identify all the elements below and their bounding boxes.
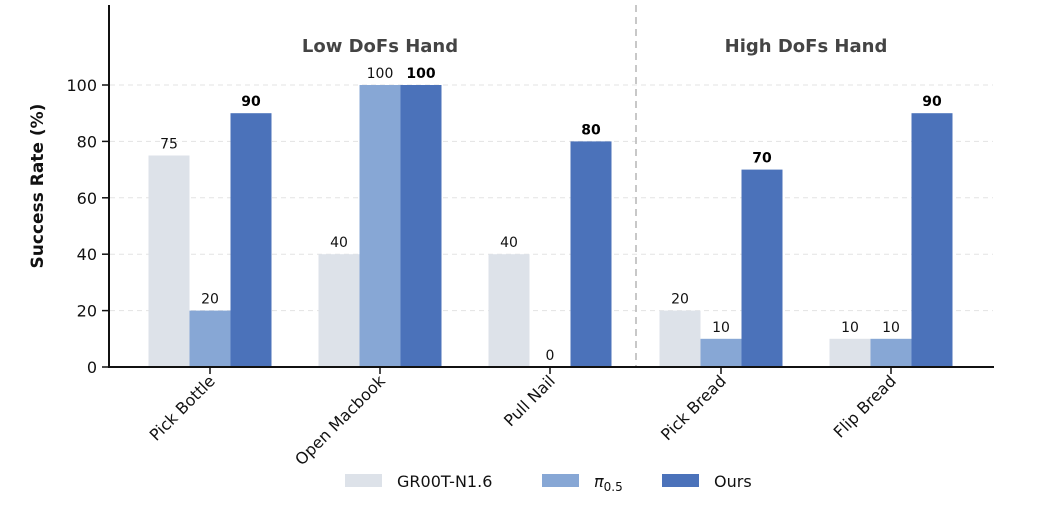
bar-gr00t-n1-6 xyxy=(148,155,190,367)
x-ticks: Pick Bottle Open Macbook Pull Nail Pick Bre… xyxy=(146,367,900,469)
group-title: High DoFs Hand xyxy=(725,36,888,57)
legend-item: Ours xyxy=(662,472,752,491)
value-label: 20 xyxy=(671,292,689,308)
y-tick-label: 100 xyxy=(66,76,97,95)
legend-swatch xyxy=(662,474,699,487)
bar-gr00t-n1-6 xyxy=(829,338,871,367)
group-title: Low DoFs Hand xyxy=(302,36,458,57)
x-tick-label: Pick Bottle xyxy=(146,371,219,444)
bar-ours xyxy=(911,113,953,367)
bar-ours xyxy=(741,169,783,367)
legend-label: GR00T-N1.6 xyxy=(397,472,492,491)
y-tick-label: 60 xyxy=(77,189,97,208)
value-label: 10 xyxy=(882,320,900,336)
bars xyxy=(148,85,953,367)
value-labels: 75 40 40 20 10 20 100 0 10 10 90 100 80 70 90 xyxy=(160,66,942,364)
axes xyxy=(108,5,994,368)
y-tick-label: 20 xyxy=(77,302,97,321)
y-axis-label: Success Rate (%) xyxy=(28,104,48,269)
legend-label: Ours xyxy=(714,472,752,491)
value-label: 10 xyxy=(841,320,859,336)
bar--0-5 xyxy=(700,338,742,367)
x-tick-label: Flip Bread xyxy=(830,371,900,441)
value-label: 70 xyxy=(752,151,772,167)
value-label: 20 xyxy=(201,292,219,308)
value-label: 100 xyxy=(406,66,435,82)
legend-item: π0.5 xyxy=(542,472,623,494)
y-tick-label: 80 xyxy=(77,132,97,151)
legend: GR00T-N1.6 π0.5 Ours xyxy=(345,472,752,494)
value-label: 10 xyxy=(712,320,730,336)
value-label: 40 xyxy=(330,235,348,251)
legend-swatch xyxy=(345,474,382,487)
legend-item: GR00T-N1.6 xyxy=(345,472,492,491)
y-tick-label: 0 xyxy=(87,358,97,377)
bar-ours xyxy=(400,85,442,367)
y-ticks: 0 20 40 60 80 100 xyxy=(66,76,109,377)
legend-label: π0.5 xyxy=(594,472,623,494)
bar-gr00t-n1-6 xyxy=(488,254,530,367)
bar--0-5 xyxy=(359,85,401,367)
bar--0-5 xyxy=(189,310,231,367)
value-label: 75 xyxy=(160,137,178,153)
group-titles: Low DoFs Hand High DoFs Hand xyxy=(302,36,887,57)
x-tick-label: Open Macbook xyxy=(291,371,389,469)
value-label: 100 xyxy=(367,66,394,82)
bar-ours xyxy=(570,141,612,367)
value-label: 40 xyxy=(500,235,518,251)
x-tick-label: Pick Bread xyxy=(657,371,730,444)
bar--0-5 xyxy=(870,338,912,367)
bar-ours xyxy=(230,113,272,367)
value-label: 90 xyxy=(241,94,261,110)
y-tick-label: 40 xyxy=(77,245,97,264)
value-label: 0 xyxy=(546,348,555,364)
x-tick-label: Pull Nail xyxy=(500,371,559,430)
bar-gr00t-n1-6 xyxy=(318,254,360,367)
legend-swatch xyxy=(542,474,579,487)
value-label: 80 xyxy=(581,122,601,138)
value-label: 90 xyxy=(922,94,942,110)
bar-gr00t-n1-6 xyxy=(659,310,701,367)
